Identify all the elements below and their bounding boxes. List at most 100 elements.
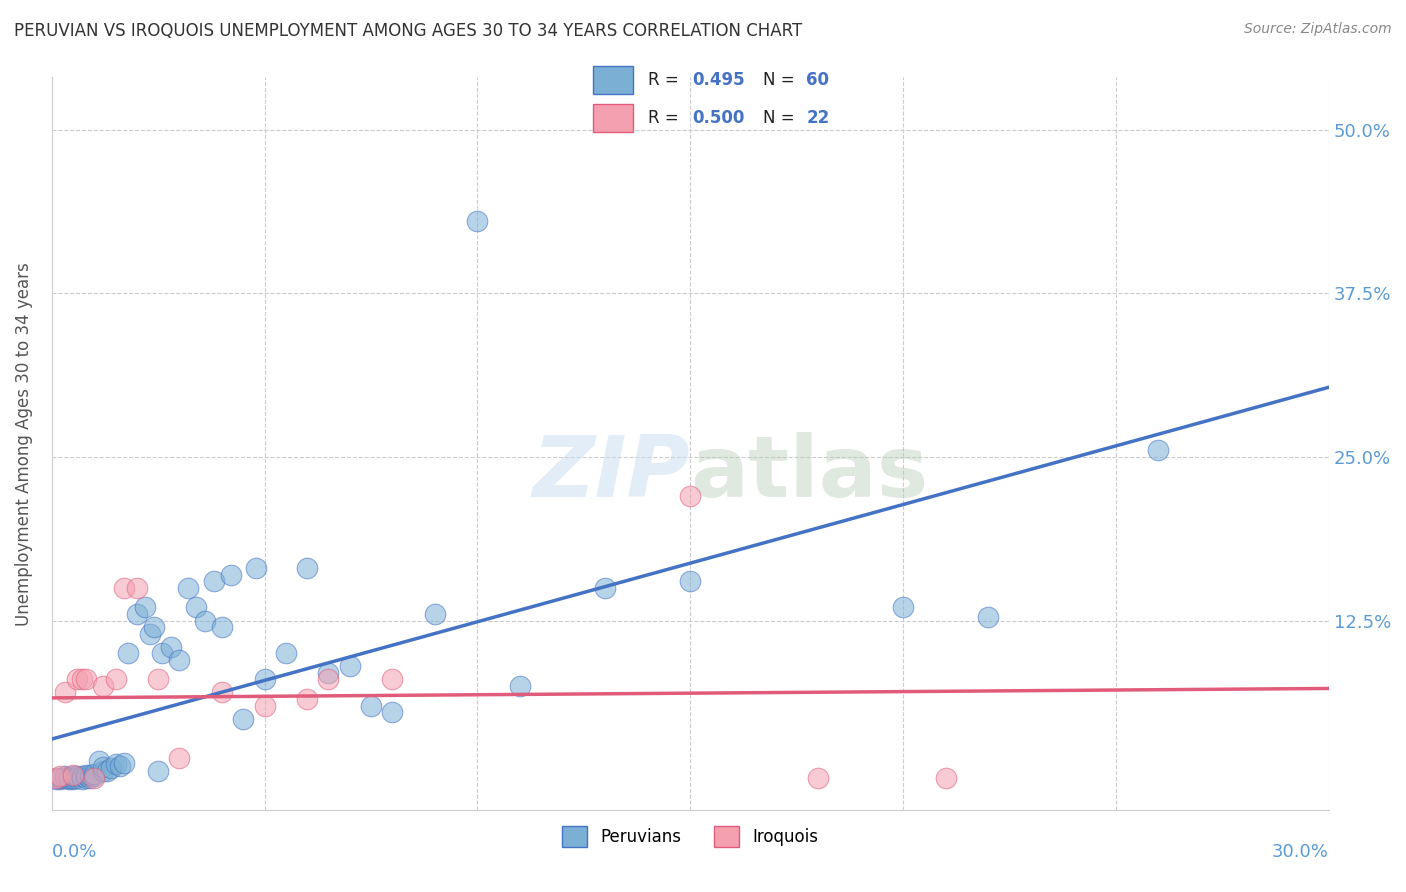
Point xyxy=(112,581,135,595)
Point xyxy=(318,673,340,687)
Text: Source: ZipAtlas.com: Source: ZipAtlas.com xyxy=(1244,22,1392,37)
Point xyxy=(62,768,84,782)
Point xyxy=(146,673,169,687)
Text: 0.500: 0.500 xyxy=(692,109,744,127)
Point xyxy=(70,772,93,786)
Text: 0.495: 0.495 xyxy=(692,71,744,89)
Point xyxy=(339,659,361,673)
Y-axis label: Unemployment Among Ages 30 to 34 years: Unemployment Among Ages 30 to 34 years xyxy=(15,262,32,625)
Point xyxy=(91,760,114,774)
Text: R =: R = xyxy=(648,109,685,127)
Point xyxy=(108,758,131,772)
Point xyxy=(96,764,118,778)
Point xyxy=(467,214,489,228)
Point xyxy=(79,768,101,782)
Point xyxy=(977,609,1000,624)
Point xyxy=(45,772,67,786)
Point xyxy=(83,766,105,780)
Point xyxy=(423,607,446,621)
Point xyxy=(679,574,702,589)
Point xyxy=(891,600,914,615)
Point xyxy=(679,489,702,503)
Text: 22: 22 xyxy=(806,109,830,127)
Text: PERUVIAN VS IROQUOIS UNEMPLOYMENT AMONG AGES 30 TO 34 YEARS CORRELATION CHART: PERUVIAN VS IROQUOIS UNEMPLOYMENT AMONG … xyxy=(14,22,803,40)
Point xyxy=(186,600,208,615)
Point xyxy=(58,771,80,785)
Point xyxy=(75,771,97,785)
Point xyxy=(232,712,254,726)
Point xyxy=(202,574,225,589)
Point xyxy=(169,751,191,765)
Point xyxy=(45,771,67,785)
Point xyxy=(62,769,84,783)
Point xyxy=(253,673,276,687)
Point xyxy=(381,673,404,687)
Point xyxy=(53,771,76,785)
Point xyxy=(152,646,174,660)
Point xyxy=(87,754,110,768)
Text: N =: N = xyxy=(763,109,800,127)
Point xyxy=(117,646,139,660)
Point xyxy=(360,698,382,713)
Point xyxy=(1147,443,1170,458)
Point xyxy=(807,771,830,785)
Point xyxy=(219,567,242,582)
Point xyxy=(295,692,318,706)
Point xyxy=(53,685,76,699)
Point xyxy=(211,620,233,634)
Text: 60: 60 xyxy=(806,71,830,89)
FancyBboxPatch shape xyxy=(593,66,633,95)
Point xyxy=(125,607,148,621)
Point xyxy=(160,640,183,654)
Point xyxy=(381,705,404,719)
Text: atlas: atlas xyxy=(690,432,928,515)
Point xyxy=(62,772,84,786)
Point xyxy=(66,673,89,687)
Point xyxy=(134,600,156,615)
Point xyxy=(274,646,297,660)
Point xyxy=(146,764,169,778)
Point xyxy=(79,771,101,785)
Text: 0.0%: 0.0% xyxy=(52,843,97,862)
Point xyxy=(245,561,267,575)
Point xyxy=(75,768,97,782)
Point xyxy=(70,673,93,687)
Text: ZIP: ZIP xyxy=(533,432,690,515)
Point xyxy=(169,653,191,667)
Point xyxy=(75,673,97,687)
Point xyxy=(49,771,72,785)
Point xyxy=(318,665,340,680)
Point xyxy=(91,764,114,778)
Point xyxy=(138,626,160,640)
Point xyxy=(194,614,217,628)
Point xyxy=(142,620,165,634)
Point xyxy=(112,756,135,771)
Point xyxy=(177,581,200,595)
Point xyxy=(935,771,957,785)
Point xyxy=(593,581,616,595)
Point xyxy=(83,771,105,785)
Point xyxy=(83,769,105,783)
Point xyxy=(91,679,114,693)
FancyBboxPatch shape xyxy=(593,103,633,132)
Point xyxy=(295,561,318,575)
Point xyxy=(125,581,148,595)
Point xyxy=(211,685,233,699)
Text: R =: R = xyxy=(648,71,685,89)
Point xyxy=(70,769,93,783)
Point xyxy=(62,771,84,785)
Point xyxy=(53,769,76,783)
Point xyxy=(49,772,72,786)
Point xyxy=(100,761,122,775)
Point xyxy=(104,757,127,772)
Text: 30.0%: 30.0% xyxy=(1272,843,1329,862)
Point xyxy=(509,679,531,693)
Legend: Peruvians, Iroquois: Peruvians, Iroquois xyxy=(555,820,825,854)
Point xyxy=(49,769,72,783)
Point xyxy=(66,771,89,785)
Point xyxy=(58,772,80,786)
Point xyxy=(66,769,89,783)
Point xyxy=(253,698,276,713)
Point xyxy=(104,673,127,687)
Text: N =: N = xyxy=(763,71,800,89)
